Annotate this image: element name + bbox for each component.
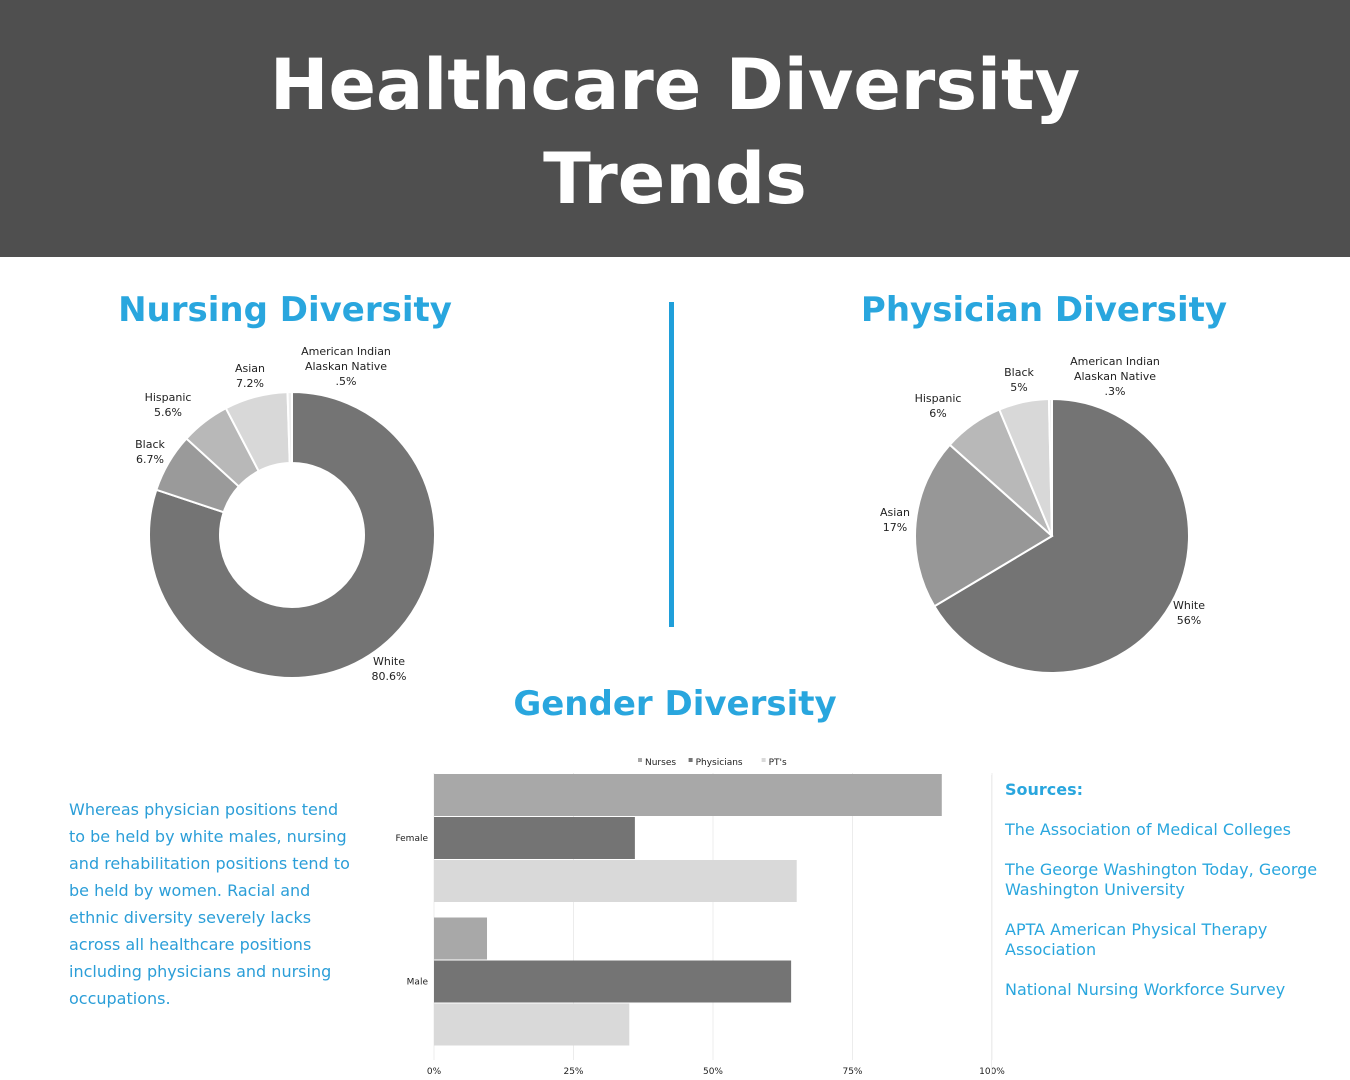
nursing-donut-chart: White 80.6% Black 6.7% Hispanic 5.6% Asian 7.2%… bbox=[135, 345, 436, 683]
slice-label-hispanic: Hispanic 6% bbox=[915, 392, 962, 420]
pie-slice-american-indian-alaskan-native bbox=[1047, 397, 1053, 537]
y-category-label: Female bbox=[395, 834, 428, 844]
gender-bar-chart: 0% 25% 50% 75% 100% Nurses Physicians PT's Femal… bbox=[395, 758, 1005, 1077]
bar-male-nurses bbox=[434, 917, 488, 960]
sources-title: Sources: bbox=[1005, 780, 1084, 799]
title-line-1: Healthcare Diversity bbox=[269, 44, 1081, 126]
slice-label-hispanic: Hispanic 5.6% bbox=[145, 391, 192, 419]
bar-male-pt-s bbox=[434, 1003, 630, 1046]
slice-label-white: White 56% bbox=[1173, 599, 1205, 627]
physician-pie-chart: White 56% Asian 17% Hispanic 6% Black 5% America… bbox=[880, 355, 1205, 674]
sources-divider bbox=[991, 775, 992, 1075]
page-title: Healthcare Diversity Trends bbox=[0, 38, 1350, 226]
pie-slice-white bbox=[933, 397, 1190, 674]
slice-label-white: White 80.6% bbox=[372, 655, 407, 683]
x-tick-label: 0% bbox=[427, 1067, 442, 1077]
legend-pt-s: PT's bbox=[761, 758, 787, 768]
slice-label-black: Black 5% bbox=[1004, 366, 1034, 394]
legend-nurses: Nurses bbox=[638, 758, 676, 768]
slice-label-asian: Asian 7.2% bbox=[235, 362, 265, 390]
slice-label-american-indian-alaskan-native: American Indian Alaskan Native .5% bbox=[301, 345, 391, 388]
source-item: The Association of Medical Colleges bbox=[1005, 820, 1291, 839]
legend-physicians: Physicians bbox=[688, 758, 743, 768]
svg-text:Physicians: Physicians bbox=[696, 758, 743, 768]
slice-label-black: Black 6.7% bbox=[135, 438, 165, 466]
svg-text:Nurses: Nurses bbox=[645, 758, 676, 768]
slice-label-american-indian-alaskan-native: American Indian Alaskan Native .3% bbox=[1070, 355, 1160, 398]
x-tick-label: 50% bbox=[703, 1067, 723, 1077]
physician-chart-title: Physician Diversity bbox=[860, 290, 1228, 330]
source-item: APTA American Physical Therapy Associati… bbox=[1005, 920, 1268, 959]
header-banner: Healthcare Diversity Trends bbox=[0, 0, 1350, 257]
bar-male-physicians bbox=[434, 960, 792, 1003]
summary-paragraph: Whereas physician positions tend to be h… bbox=[69, 800, 350, 1008]
svg-text:PT's: PT's bbox=[769, 758, 787, 768]
bar-female-physicians bbox=[434, 817, 635, 859]
x-tick-label: 25% bbox=[563, 1067, 583, 1077]
pie-slice-white bbox=[148, 390, 436, 679]
gender-chart-title: Gender Diversity bbox=[513, 684, 837, 724]
bar-female-pt-s bbox=[434, 860, 797, 902]
nursing-chart-title: Nursing Diversity bbox=[118, 290, 452, 330]
pie-slice-asian bbox=[914, 443, 1054, 608]
source-item: The George Washington Today, George Wash… bbox=[1005, 860, 1318, 899]
title-line-2: Trends bbox=[543, 138, 807, 220]
x-tick-label: 75% bbox=[842, 1067, 862, 1077]
source-item: National Nursing Workforce Survey bbox=[1005, 980, 1286, 999]
bar-female-nurses bbox=[434, 774, 942, 816]
slice-label-asian: Asian 17% bbox=[880, 506, 910, 534]
section-divider bbox=[669, 302, 674, 627]
y-category-label: Male bbox=[407, 978, 429, 988]
x-tick-label: 100% bbox=[979, 1067, 1005, 1077]
pie-slice-american-indian-alaskan-native bbox=[286, 390, 293, 465]
